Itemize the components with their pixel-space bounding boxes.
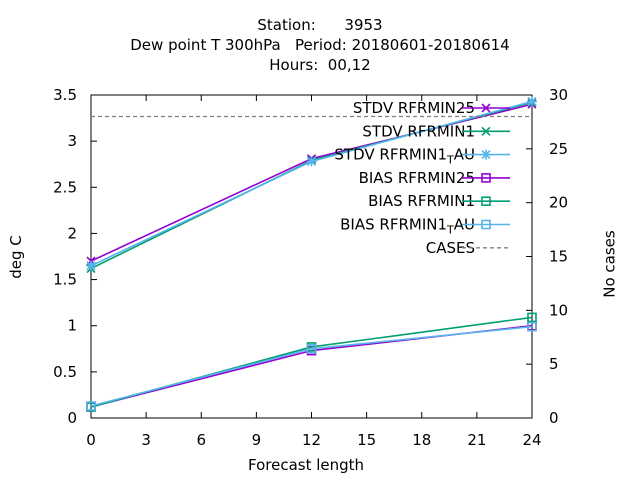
y-axis-label: deg C [6,235,25,279]
x-tick-label: 0 [86,431,96,449]
legend-label-5: BIAS RFRMIN1TAU [340,216,475,237]
series-line-4 [90,316,533,408]
x-tick-label: 6 [196,431,206,449]
x-tick-label: 18 [412,431,431,449]
legend-marker-2 [481,149,491,160]
data-point-s2-2 [527,96,537,107]
x-tick-label: 24 [522,431,541,449]
y2-tick-label: 10 [549,301,568,319]
x-tick-label: 9 [252,431,262,449]
data-point-s2-0 [86,260,96,271]
data-point-s5-2 [527,321,537,332]
legend-label-2: STDV RFRMIN1TAU [334,146,475,167]
x-tick-label: 21 [467,431,486,449]
x-tick-label: 15 [357,431,376,449]
y-tick-label: 0.5 [53,363,77,381]
y2-tick-label: 0 [549,409,559,427]
legend-label-4: BIAS RFRMIN1 [368,192,475,210]
y2-tick-label: 30 [549,86,568,104]
data-point-s5-1 [306,343,317,354]
y2-tick-label: 25 [549,140,568,158]
y2-tick-label: 5 [549,355,559,373]
legend-marker-0 [481,103,491,113]
y-tick-label: 0 [67,409,77,427]
legend-label-0: STDV RFRMIN25 [353,99,475,117]
y-tick-label: 1 [67,317,77,335]
chart-title-line-1: Station: 3953 [257,16,383,34]
x-tick-label: 12 [302,431,321,449]
series-line-3 [90,324,533,408]
series-line-5 [90,325,533,407]
y-tick-label: 2 [67,224,77,242]
legend-label-6: CASES [426,239,475,257]
y2-axis-label: No cases [600,230,619,298]
x-axis-label: Forecast length [248,456,365,474]
chart-title-line-3: Hours: 00,12 [269,56,371,74]
legend-marker-5 [481,219,491,230]
x-tick-label: 3 [141,431,151,449]
y2-tick-label: 20 [549,194,568,212]
y2-tick-label: 15 [549,248,568,266]
chart-title-line-2: Dew point T 300hPa Period: 20180601-2018… [130,36,510,54]
legend-label-1: STDV RFRMIN1 [362,122,475,140]
legend-marker-1-stroke [481,126,491,136]
y-tick-label: 2.5 [53,178,77,196]
data-point-s2-1 [306,156,317,167]
legend-marker-3 [481,173,491,183]
y-tick-label: 1.5 [53,271,77,289]
data-point-s4-2 [527,312,537,323]
legend-marker-1 [481,126,491,136]
legend-label-3: BIAS RFRMIN25 [359,169,475,187]
legend-marker-0-stroke [481,103,491,113]
y-tick-label: 3 [67,132,77,150]
y-tick-label: 3.5 [53,86,77,104]
data-point-s5-0 [86,401,96,411]
legend-marker-4 [481,196,491,206]
